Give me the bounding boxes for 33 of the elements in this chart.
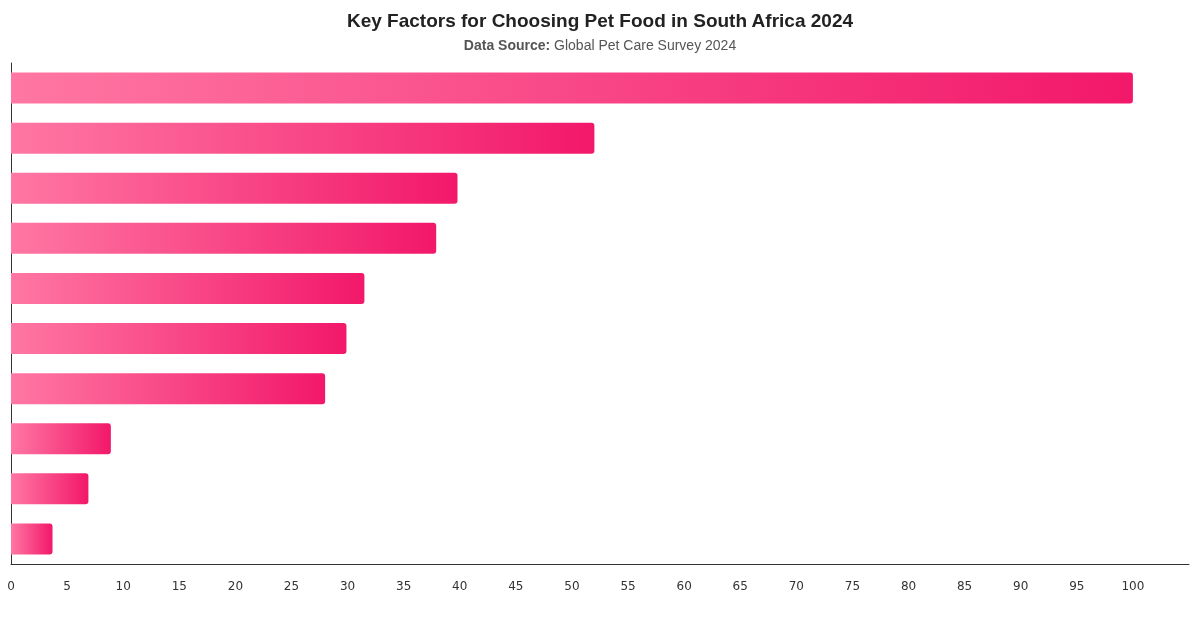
x-tick-label: 75 — [844, 579, 861, 593]
x-tick-label: 40 — [452, 579, 468, 593]
x-tick-label: 45 — [508, 579, 524, 593]
x-tick-label: 30 — [339, 579, 356, 593]
x-tick-label: 65 — [732, 579, 748, 593]
x-tick-label: 50 — [564, 579, 580, 593]
x-tick-label: 55 — [620, 579, 636, 593]
bar — [11, 323, 347, 355]
x-tick-label: 85 — [956, 579, 973, 593]
bar — [11, 272, 365, 304]
bar — [11, 72, 1133, 104]
bar — [11, 373, 326, 405]
x-tick-label: 80 — [900, 579, 917, 593]
bar — [11, 122, 595, 154]
bar — [11, 222, 437, 254]
x-tick-label: 60 — [676, 579, 692, 593]
chart-title: Key Factors for Choosing Pet Food in South Africa 2024 — [346, 10, 854, 31]
x-tick-label: 5 — [63, 579, 71, 593]
x-tick-label: 90 — [1013, 579, 1029, 593]
bar — [11, 172, 458, 204]
x-tick-label: 10 — [115, 579, 131, 593]
chart-subtitle: Data Source: Global Pet Care Survey 2024 — [463, 37, 737, 53]
bar — [11, 523, 53, 555]
bar — [11, 473, 89, 505]
x-tick-label: 100 — [1121, 579, 1145, 593]
x-tick-label: 95 — [1069, 579, 1085, 593]
x-tick-label: 20 — [227, 579, 244, 593]
x-tick-label: 35 — [396, 579, 412, 593]
x-tick-label: 70 — [788, 579, 804, 593]
x-tick-label: 0 — [7, 579, 15, 593]
bar — [11, 423, 111, 455]
x-tick-label: 25 — [283, 579, 300, 593]
x-tick-label: 15 — [171, 579, 187, 593]
